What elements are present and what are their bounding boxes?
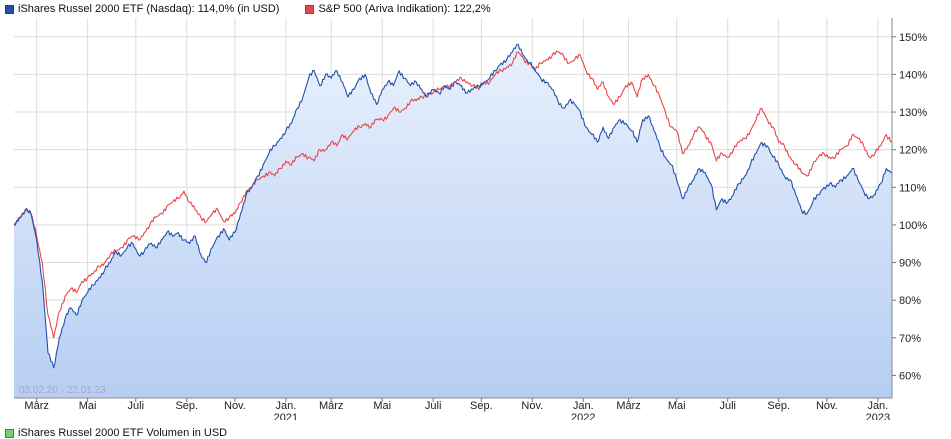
y-tick-label: 90%	[899, 258, 921, 270]
x-tick-label: Juli	[425, 400, 442, 412]
x-tick-label: Jan.	[867, 400, 888, 412]
y-tick-label: 100%	[899, 220, 927, 232]
price-chart[interactable]: 60% 70% 80% 90% 100% 110% 120% 130% 140% 150% März…	[0, 0, 951, 420]
y-tick-label: 80%	[899, 295, 921, 307]
x-tick-label: Mai	[668, 400, 686, 412]
series1-line	[13, 43, 893, 369]
x-tick-label: Jan.	[275, 400, 296, 412]
x-tick-label: März	[616, 400, 640, 412]
y-tick-label: 150%	[899, 32, 927, 44]
x-tick-label: März	[319, 400, 343, 412]
x-tick-label: Jan.	[573, 400, 594, 412]
x-tick-label: Mai	[373, 400, 391, 412]
chart-legend: iShares Russel 2000 ETF (Nasdaq): 114,0%…	[5, 2, 517, 16]
legend-swatch-red-icon	[305, 4, 315, 14]
x-tick-label: Sep.	[767, 400, 790, 412]
x-tick-label: Nov.	[521, 400, 543, 412]
volume-legend: iShares Russel 2000 ETF Volumen in USD	[5, 427, 227, 439]
series2-line	[13, 50, 893, 339]
x-tick-year-label: 2022	[571, 412, 595, 420]
x-tick-label: Nov.	[816, 400, 838, 412]
x-tick-label: Nov.	[224, 400, 246, 412]
y-tick-label: 140%	[899, 69, 927, 81]
x-tick-label: Sep.	[470, 400, 493, 412]
y-tick-label: 120%	[899, 145, 927, 157]
x-tick-year-label: 2021	[274, 412, 298, 420]
x-tick-label: Mai	[79, 400, 97, 412]
legend-label-series2: S&P 500 (Ariva Indikation): 122,2%	[318, 3, 491, 15]
legend-label-series1: iShares Russel 2000 ETF (Nasdaq): 114,0%…	[18, 3, 280, 15]
y-tick-label: 110%	[899, 182, 927, 194]
y-tick-label: 70%	[899, 333, 921, 345]
date-range-label: 03.02.20 - 22.01.23	[19, 385, 106, 396]
y-tick-label: 130%	[899, 107, 927, 119]
x-tick-label: Juli	[128, 400, 145, 412]
x-tick-label: Juli	[719, 400, 736, 412]
legend-swatch-green-icon	[5, 428, 14, 438]
y-tick-label: 60%	[899, 370, 921, 382]
legend-item-series2[interactable]: S&P 500 (Ariva Indikation): 122,2%	[305, 3, 491, 15]
legend-swatch-blue-icon	[5, 4, 14, 14]
legend-label-volume: iShares Russel 2000 ETF Volumen in USD	[18, 427, 228, 439]
series1-area	[14, 44, 892, 399]
x-tick-year-label: 2023	[866, 412, 890, 420]
x-tick-label: Sep.	[175, 400, 198, 412]
x-tick-label: März	[24, 400, 48, 412]
legend-item-series1[interactable]: iShares Russel 2000 ETF (Nasdaq): 114,0%…	[5, 3, 279, 15]
